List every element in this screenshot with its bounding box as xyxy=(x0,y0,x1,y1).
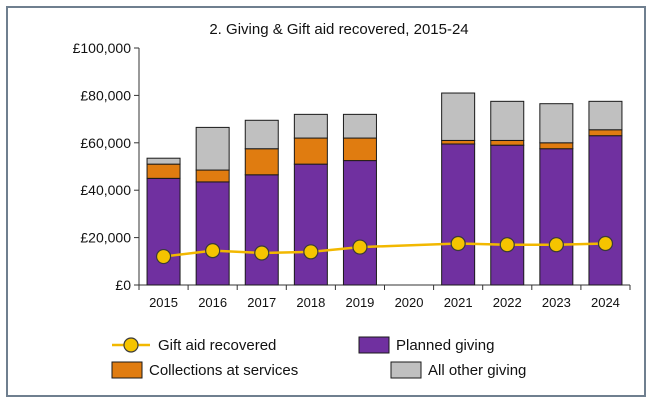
bar-planned-giving xyxy=(146,177,181,286)
legend-item: All other giving xyxy=(390,361,526,379)
x-tick-label: 2022 xyxy=(493,295,522,310)
legend-item: Planned giving xyxy=(358,336,494,354)
bar-all-other-giving xyxy=(490,100,525,141)
bar-planned-giving xyxy=(441,143,476,286)
legend-item: Collections at services xyxy=(111,361,298,379)
y-axis: £0 £20,000 £40,000 £60,000 £80,000 £100,000 xyxy=(73,40,140,293)
bar-planned-giving xyxy=(195,181,230,286)
gift-aid-point xyxy=(155,248,172,265)
x-tick-label: 2020 xyxy=(395,295,424,310)
bar-all-other-giving xyxy=(539,103,574,144)
gift-aid-point xyxy=(450,235,466,252)
y-tick-label: £0 xyxy=(115,277,131,293)
bar-planned-giving xyxy=(490,144,525,286)
legend: Gift aid recovered Planned giving Collecti… xyxy=(111,336,526,379)
legend-label: Gift aid recovered xyxy=(158,337,276,354)
bar-collections-at-services xyxy=(293,137,328,165)
gift-aid-point xyxy=(303,244,319,260)
bar-collections-at-services xyxy=(539,142,574,150)
bar-planned-giving xyxy=(539,148,574,286)
gift-aid-series-line xyxy=(163,242,606,258)
legend-swatch xyxy=(358,336,390,354)
chart-title: 2. Giving & Gift aid recovered, 2015-24 xyxy=(209,21,468,38)
legend-swatch xyxy=(111,361,143,379)
bar-collections-at-services xyxy=(195,169,230,183)
bar-collections-at-services xyxy=(342,137,377,162)
x-tick-label: 2023 xyxy=(542,295,571,310)
legend-item: Gift aid recovered xyxy=(112,337,276,354)
gift-aid-point xyxy=(548,237,564,253)
x-tick-label: 2017 xyxy=(247,295,276,310)
x-tick-label: 2021 xyxy=(444,295,473,310)
y-tick-label: £80,000 xyxy=(80,87,131,103)
y-tick-label: £40,000 xyxy=(80,182,131,198)
legend-label: Planned giving xyxy=(396,337,494,354)
bar-all-other-giving xyxy=(293,113,328,139)
bar-all-other-giving xyxy=(244,119,279,150)
legend-swatch xyxy=(390,361,422,379)
gift-aid-point xyxy=(205,243,221,259)
bar-all-other-giving xyxy=(441,92,476,141)
bar-planned-giving xyxy=(244,174,279,286)
legend-label: All other giving xyxy=(428,362,526,379)
bar-collections-at-services xyxy=(146,163,181,179)
legend-swatch-marker xyxy=(123,337,139,353)
gift-aid-point xyxy=(352,239,368,255)
bar-collections-at-services xyxy=(588,129,623,137)
bar-all-other-giving xyxy=(588,100,623,131)
y-tick-label: £60,000 xyxy=(80,135,131,151)
bar-planned-giving xyxy=(342,160,377,286)
x-tick-label: 2016 xyxy=(198,295,227,310)
legend-label: Collections at services xyxy=(149,362,298,379)
bar-collections-at-services xyxy=(244,148,279,176)
bar-collections-at-services xyxy=(490,139,525,146)
x-tick-label: 2018 xyxy=(296,295,325,310)
gift-aid-point xyxy=(499,237,515,253)
bar-all-other-giving xyxy=(195,126,230,171)
bar-all-other-giving xyxy=(342,113,377,139)
gift-aid-point xyxy=(597,235,614,252)
bar-collections-at-services xyxy=(441,139,476,145)
gift-aid-line xyxy=(155,235,614,265)
x-tick-label: 2024 xyxy=(591,295,620,310)
bars xyxy=(146,92,623,286)
bar-planned-giving xyxy=(293,163,328,286)
x-tick-label: 2015 xyxy=(149,295,178,310)
y-tick-label: £20,000 xyxy=(80,230,131,246)
bar-planned-giving xyxy=(588,135,623,286)
x-axis: 2015 2016 2017 2018 2019 2020 2021 2022 2023 2024 xyxy=(138,284,631,310)
chart-frame: 2. Giving & Gift aid recovered, 2015-24 … xyxy=(6,6,646,397)
chart: 2. Giving & Gift aid recovered, 2015-24 … xyxy=(73,21,631,379)
bar-all-other-giving xyxy=(146,157,181,165)
y-tick-label: £100,000 xyxy=(73,40,132,56)
x-tick-label: 2019 xyxy=(345,295,374,310)
gift-aid-point xyxy=(254,245,270,261)
